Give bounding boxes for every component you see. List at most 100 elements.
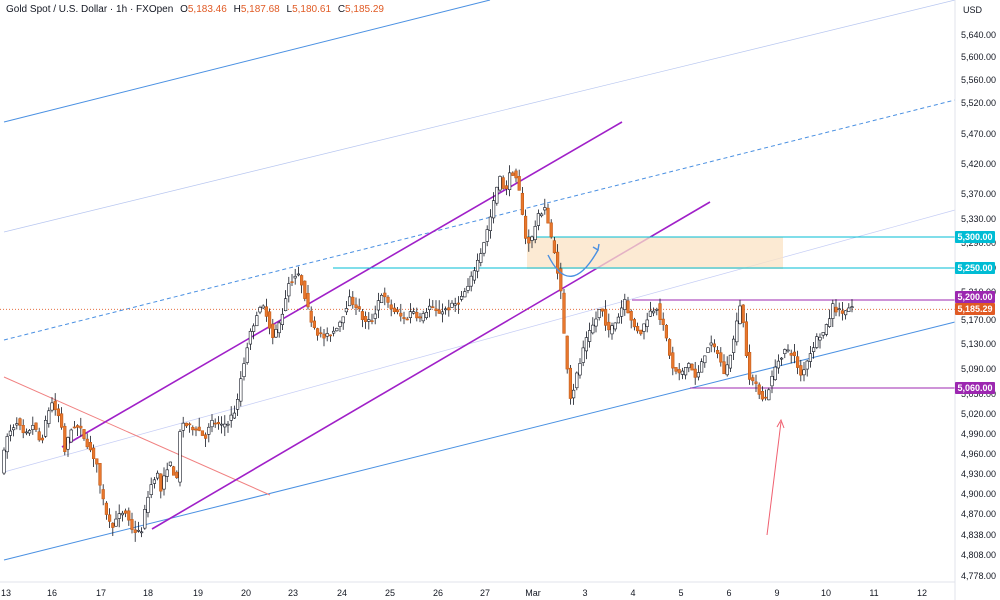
candle-body (843, 310, 848, 316)
candle-body (597, 309, 601, 318)
candle-body (603, 309, 608, 326)
candle-body (242, 363, 246, 377)
candle-body (306, 292, 310, 308)
candle-body (315, 328, 320, 336)
candle-body (76, 425, 80, 428)
price-tag (955, 303, 995, 315)
trend-line-upper[interactable] (3, 0, 491, 123)
price-tag (955, 231, 995, 243)
candle-body (792, 351, 796, 357)
curve-arrow[interactable] (547, 249, 599, 277)
bounce-arrow[interactable] (766, 421, 782, 536)
candle-body (178, 431, 182, 483)
y-tick-label: 4,870.00 (961, 509, 996, 519)
low-label: L (286, 4, 293, 15)
candle-body (447, 307, 451, 311)
supply-zone[interactable] (527, 237, 783, 269)
x-tick-label: 17 (96, 588, 106, 598)
x-tick-label: 11 (869, 588, 878, 598)
candle-body (383, 292, 387, 298)
candle-body (136, 529, 141, 532)
candle-body (43, 420, 48, 437)
y-tick-label: 5,600.00 (961, 52, 996, 62)
candle-body (735, 320, 739, 343)
candle-body (207, 426, 211, 435)
y-tick-label: 5,520.00 (961, 98, 996, 108)
candle-body (431, 306, 435, 309)
low-value: 5,180.61 (292, 4, 332, 15)
candle-body (12, 427, 16, 431)
candle-body (562, 292, 566, 334)
candle-body (760, 391, 764, 400)
candle-body (491, 200, 496, 219)
candle-body (236, 399, 240, 410)
candle-body (706, 347, 710, 353)
trend-line-dashed[interactable] (3, 99, 956, 341)
candle-body (664, 325, 668, 339)
y-tick-label: 4,838.00 (961, 530, 996, 540)
downtrend-line[interactable] (3, 376, 271, 496)
candle-body (335, 327, 339, 332)
candle-body (655, 308, 659, 311)
candle-body (402, 317, 406, 319)
candle-body (616, 316, 620, 324)
candle-body (69, 429, 73, 443)
candle-body (757, 384, 761, 395)
candle-body (152, 479, 157, 484)
candle-body (696, 372, 700, 378)
candle-body (287, 283, 291, 297)
high-value: 5,187.68 (240, 4, 280, 15)
candle-body (59, 413, 64, 428)
candle-body (34, 422, 38, 430)
close-label: C (337, 4, 346, 15)
candle-body (392, 307, 397, 313)
candle-body (767, 389, 771, 401)
candle-body (213, 422, 217, 425)
currency-label: USD (963, 5, 983, 15)
candle-body (376, 300, 381, 311)
trend-line-faint-2[interactable] (3, 209, 956, 473)
candle-body (450, 302, 454, 308)
candle-body (293, 275, 297, 279)
y-tick-label: 5,560.00 (961, 75, 996, 85)
candle-body (280, 313, 285, 325)
candle-body (651, 310, 656, 314)
candle-body (719, 352, 723, 363)
candle-body (744, 321, 748, 357)
candle-body (623, 299, 627, 310)
candle-body (290, 281, 294, 283)
candle-body (101, 489, 105, 500)
candle-body (482, 242, 486, 254)
candle-body (191, 426, 195, 431)
candle-body (453, 303, 457, 306)
candle-body (821, 332, 825, 336)
candle-body (325, 333, 329, 337)
candle-body (587, 330, 592, 342)
candle-body (575, 372, 579, 389)
candle-body (165, 469, 169, 477)
candle-body (511, 172, 515, 176)
candle-body (2, 449, 6, 474)
candle-body (79, 425, 83, 429)
candle-body (581, 347, 585, 363)
candle-body (539, 213, 544, 217)
candle-body (642, 323, 646, 332)
candle-body (312, 320, 317, 328)
candle-body (709, 342, 713, 346)
candle-body (37, 431, 41, 441)
candle-body (303, 280, 307, 299)
candle-body (271, 323, 275, 339)
candle-body (255, 315, 259, 327)
price-tag-label: 5,200.00 (957, 292, 992, 302)
candle-body (661, 318, 665, 325)
candle-body (98, 463, 102, 486)
candle-body (421, 313, 425, 322)
y-tick-label: 5,130.00 (961, 339, 996, 349)
trend-line-faint-1[interactable] (3, 0, 956, 233)
candle-body (786, 349, 790, 352)
channel-upper[interactable] (61, 121, 623, 448)
candle-body (117, 513, 121, 519)
candle-body (8, 430, 13, 436)
candle-body (626, 300, 630, 314)
